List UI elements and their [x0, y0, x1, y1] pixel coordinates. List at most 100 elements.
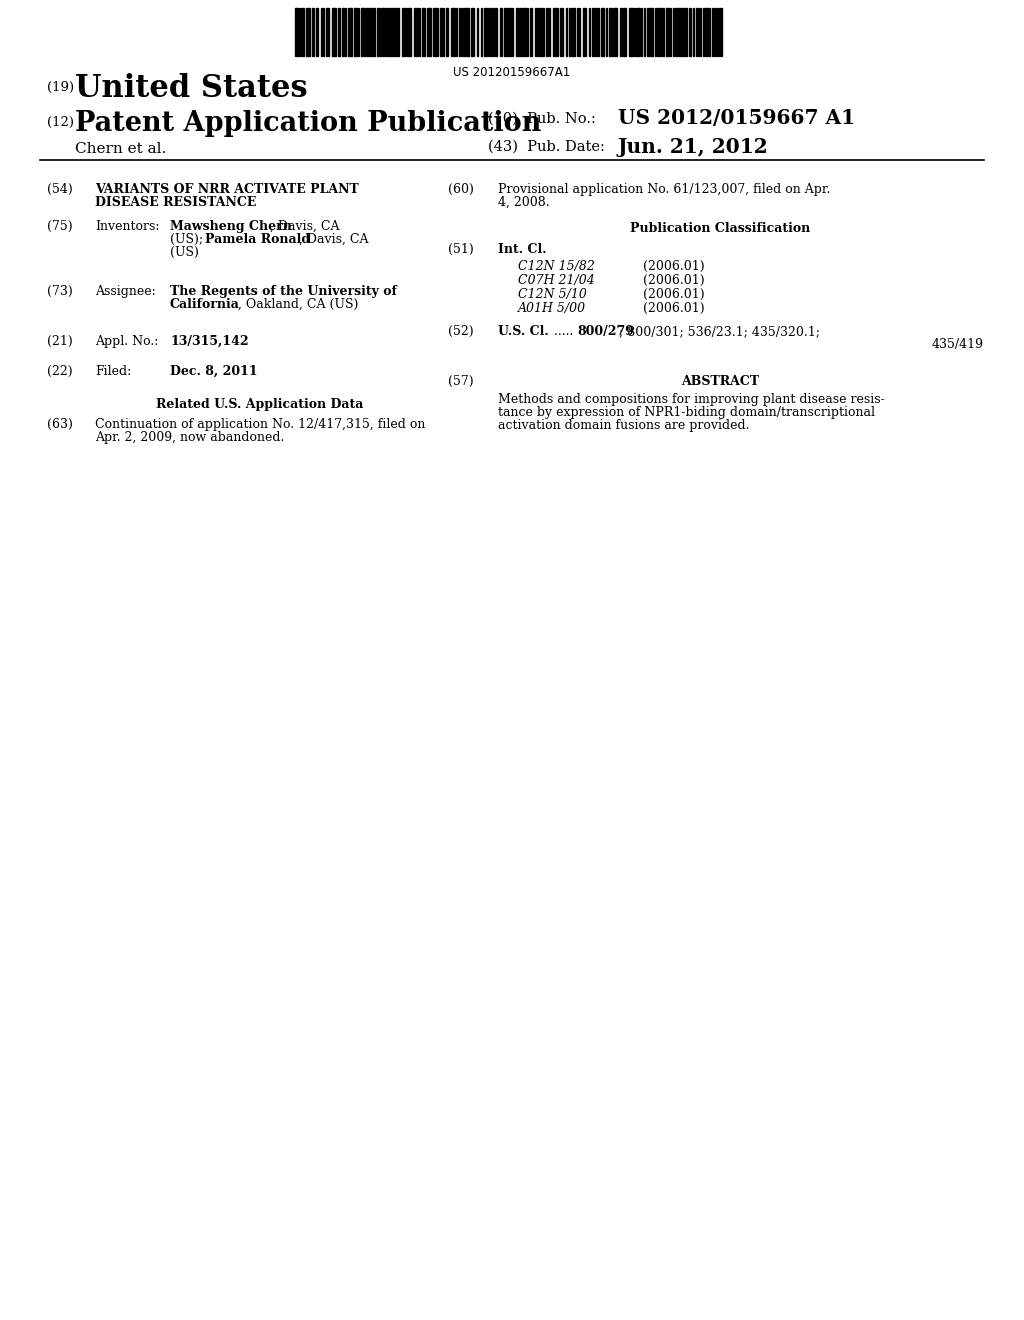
Text: 800/279: 800/279 [577, 325, 634, 338]
Bar [306, 8, 310, 55]
Text: Chern et al.: Chern et al. [75, 143, 166, 156]
Text: 435/419: 435/419 [932, 338, 984, 351]
Bar [416, 8, 418, 55]
Bar [681, 8, 684, 55]
Bar [302, 8, 304, 55]
Bar [390, 8, 392, 55]
Bar [675, 8, 677, 55]
Bar [597, 8, 599, 55]
Text: (43)  Pub. Date:: (43) Pub. Date: [488, 140, 605, 154]
Text: (2006.01): (2006.01) [643, 302, 705, 315]
Text: Pamela Ronald: Pamela Ronald [205, 234, 310, 246]
Bar [636, 8, 640, 55]
Bar [402, 8, 404, 55]
Text: Int. Cl.: Int. Cl. [498, 243, 547, 256]
Bar [583, 8, 586, 55]
Text: (10)  Pub. No.:: (10) Pub. No.: [488, 112, 596, 125]
Text: (US);: (US); [170, 234, 207, 246]
Text: (2006.01): (2006.01) [643, 288, 705, 301]
Text: US 20120159667A1: US 20120159667A1 [454, 66, 570, 79]
Bar [553, 8, 556, 55]
Text: (73): (73) [47, 285, 73, 298]
Bar [422, 8, 425, 55]
Bar [647, 8, 649, 55]
Bar [316, 8, 318, 55]
Bar [332, 8, 336, 55]
Bar [689, 8, 691, 55]
Text: (75): (75) [47, 220, 73, 234]
Text: C12N 15/82: C12N 15/82 [518, 260, 595, 273]
Text: , Davis, CA: , Davis, CA [270, 220, 340, 234]
Text: California: California [170, 298, 240, 312]
Text: (2006.01): (2006.01) [643, 275, 705, 286]
Bar [451, 8, 455, 55]
Bar [601, 8, 604, 55]
Bar [620, 8, 622, 55]
Text: 13/315,142: 13/315,142 [170, 335, 249, 348]
Text: (12): (12) [47, 116, 74, 129]
Text: Appl. No.:: Appl. No.: [95, 335, 159, 348]
Bar [542, 8, 544, 55]
Bar [326, 8, 329, 55]
Bar [657, 8, 660, 55]
Bar [354, 8, 357, 55]
Text: United States: United States [75, 73, 307, 104]
Text: (54): (54) [47, 183, 73, 195]
Text: Dec. 8, 2011: Dec. 8, 2011 [170, 366, 258, 378]
Bar [650, 8, 653, 55]
Bar [338, 8, 340, 55]
Text: Methods and compositions for improving plant disease resis-: Methods and compositions for improving p… [498, 393, 885, 407]
Bar [342, 8, 344, 55]
Bar [507, 8, 511, 55]
Text: (57): (57) [449, 375, 474, 388]
Text: US 2012/0159667 A1: US 2012/0159667 A1 [618, 108, 855, 128]
Text: (51): (51) [449, 243, 474, 256]
Bar [440, 8, 442, 55]
Bar [396, 8, 399, 55]
Bar [705, 8, 707, 55]
Bar [569, 8, 571, 55]
Bar [361, 8, 365, 55]
Text: , Oakland, CA (US): , Oakland, CA (US) [238, 298, 358, 312]
Bar [406, 8, 407, 55]
Text: Assignee:: Assignee: [95, 285, 156, 298]
Bar [500, 8, 502, 55]
Text: Provisional application No. 61/123,007, filed on Apr.: Provisional application No. 61/123,007, … [498, 183, 830, 195]
Bar [678, 8, 680, 55]
Text: A01H 5/00: A01H 5/00 [518, 302, 586, 315]
Text: U.S. Cl.: U.S. Cl. [498, 325, 549, 338]
Text: Inventors:: Inventors: [95, 220, 160, 234]
Bar [366, 8, 368, 55]
Bar [312, 8, 314, 55]
Text: tance by expression of NPR1-biding domain/transcriptional: tance by expression of NPR1-biding domai… [498, 407, 874, 418]
Bar [519, 8, 521, 55]
Bar [708, 8, 710, 55]
Bar [504, 8, 506, 55]
Text: (US): (US) [170, 246, 199, 259]
Bar [629, 8, 633, 55]
Text: (52): (52) [449, 325, 474, 338]
Bar [372, 8, 375, 55]
Bar [484, 8, 487, 55]
Text: (2006.01): (2006.01) [643, 260, 705, 273]
Text: ; 800/301; 536/23.1; 435/320.1;: ; 800/301; 536/23.1; 435/320.1; [618, 325, 820, 338]
Bar [348, 8, 352, 55]
Text: The Regents of the University of: The Regents of the University of [170, 285, 397, 298]
Bar [530, 8, 532, 55]
Bar [471, 8, 474, 55]
Text: activation domain fusions are provided.: activation domain fusions are provided. [498, 418, 750, 432]
Bar [295, 8, 299, 55]
Text: C07H 21/04: C07H 21/04 [518, 275, 595, 286]
Text: Patent Application Publication: Patent Application Publication [75, 110, 542, 137]
Bar [613, 8, 617, 55]
Bar [720, 8, 722, 55]
Bar [592, 8, 594, 55]
Text: , Davis, CA: , Davis, CA [299, 234, 369, 246]
Bar [623, 8, 626, 55]
Bar [377, 8, 380, 55]
Text: Publication Classification: Publication Classification [630, 222, 810, 235]
Text: DISEASE RESISTANCE: DISEASE RESISTANCE [95, 195, 256, 209]
Text: Jun. 21, 2012: Jun. 21, 2012 [618, 137, 769, 157]
Text: VARIANTS OF NRR ACTIVATE PLANT: VARIANTS OF NRR ACTIVATE PLANT [95, 183, 358, 195]
Bar [466, 8, 469, 55]
